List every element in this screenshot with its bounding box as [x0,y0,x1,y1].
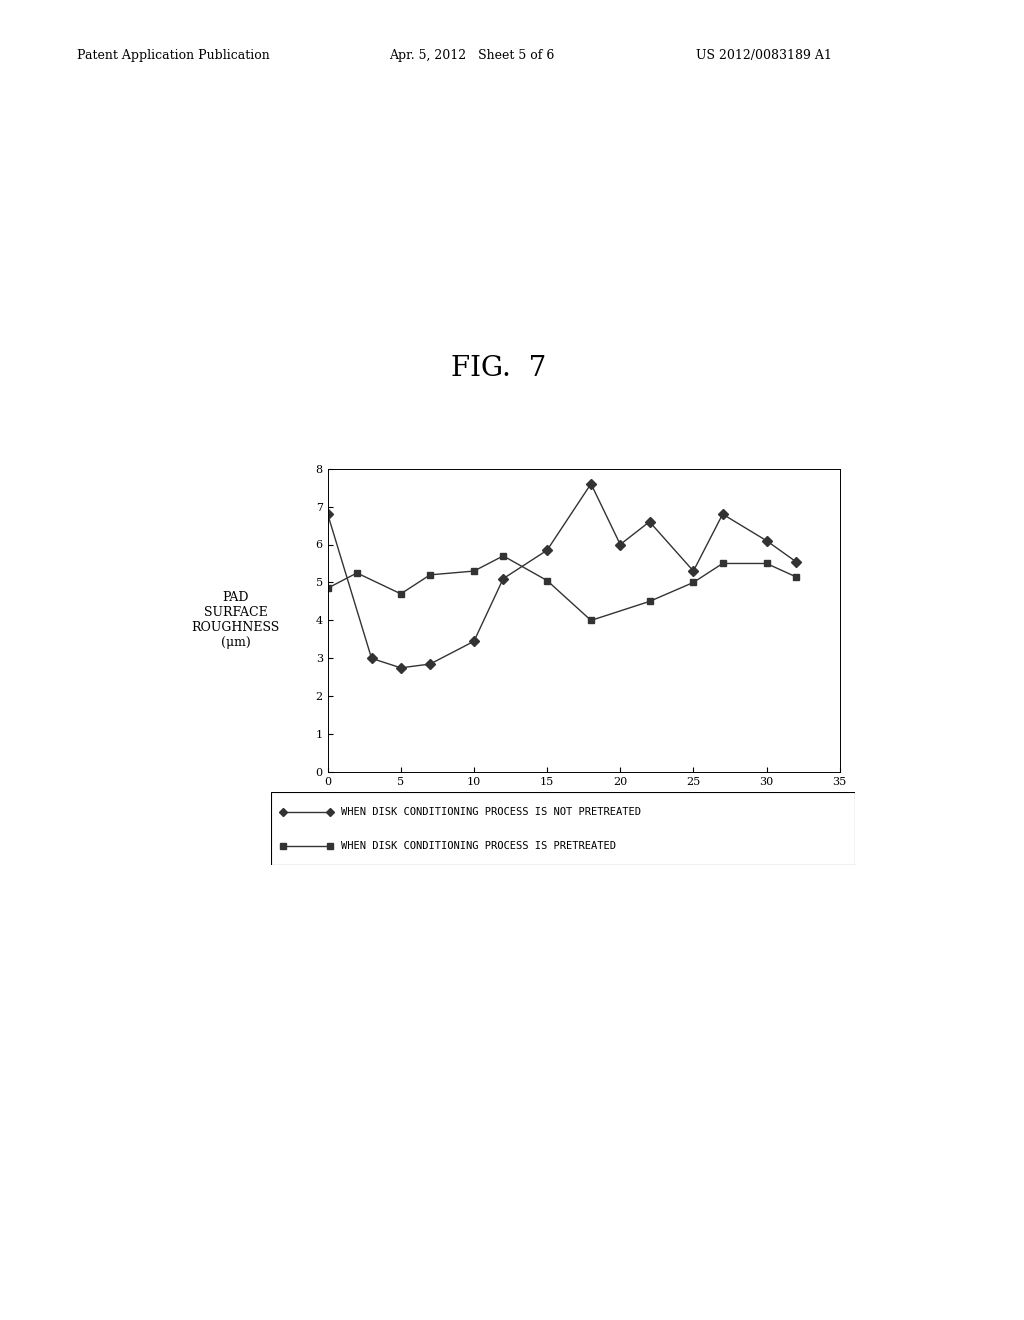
Text: Apr. 5, 2012   Sheet 5 of 6: Apr. 5, 2012 Sheet 5 of 6 [389,49,554,62]
Text: FIG.  7: FIG. 7 [451,355,546,383]
Text: WHEN DISK CONDITIONING PROCESS IS PRETREATED: WHEN DISK CONDITIONING PROCESS IS PRETRE… [341,841,616,851]
X-axis label: PAD CONDITIONING LIFETIME (hr): PAD CONDITIONING LIFETIME (hr) [466,796,701,808]
Text: WHEN DISK CONDITIONING PROCESS IS NOT PRETREATED: WHEN DISK CONDITIONING PROCESS IS NOT PR… [341,808,641,817]
Text: US 2012/0083189 A1: US 2012/0083189 A1 [696,49,833,62]
Y-axis label: PAD
SURFACE
ROUGHNESS
(μm): PAD SURFACE ROUGHNESS (μm) [191,591,280,649]
Text: Patent Application Publication: Patent Application Publication [77,49,269,62]
FancyBboxPatch shape [271,792,855,865]
